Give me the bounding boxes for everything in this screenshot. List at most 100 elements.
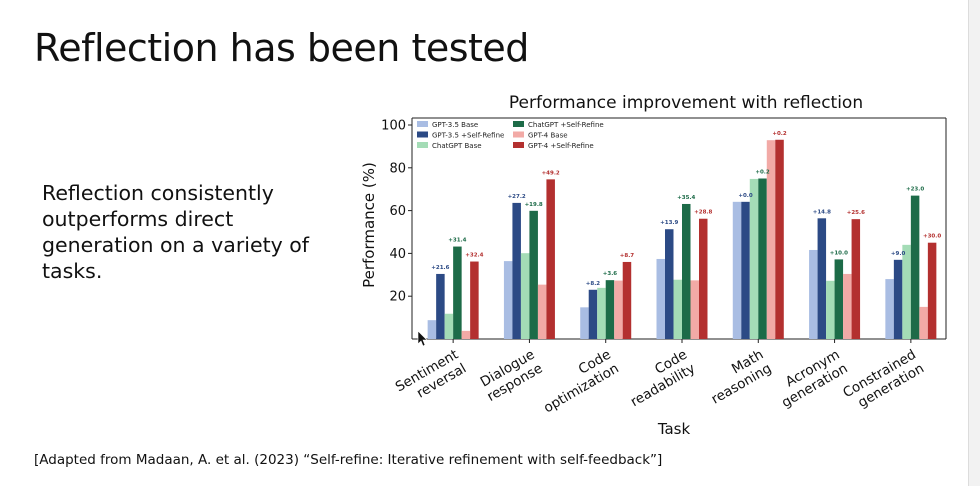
bar <box>529 210 538 339</box>
data-label: +10.0 <box>830 250 848 256</box>
bar <box>546 179 555 339</box>
legend-swatch <box>417 131 428 138</box>
bar <box>512 202 521 339</box>
bar <box>427 320 437 339</box>
data-label: +32.4 <box>465 253 483 259</box>
legend-swatch <box>417 142 428 148</box>
data-label: +9.0 <box>891 251 906 257</box>
legend-label: ChatGPT +Self-Refine <box>528 121 604 129</box>
data-label: +23.0 <box>906 187 924 193</box>
bar <box>732 201 742 339</box>
bar <box>758 178 767 339</box>
legend-label: ChatGPT Base <box>432 142 482 150</box>
legend: GPT-3.5 Base GPT-3.5 +Self-Refine ChatGPT … <box>417 121 604 150</box>
bar <box>520 253 530 339</box>
data-label: +25.6 <box>847 210 865 216</box>
bars <box>427 139 937 339</box>
legend-swatch <box>513 131 524 138</box>
bar <box>893 259 903 339</box>
data-label: +28.8 <box>694 210 712 216</box>
bar <box>453 246 462 339</box>
mouse-cursor-icon <box>417 330 428 347</box>
bar <box>699 218 708 339</box>
bar <box>682 203 691 339</box>
legend-label: GPT-3.5 Base <box>432 121 478 129</box>
data-label: +8.2 <box>586 281 601 287</box>
y-axis-label: Performance (%) <box>360 162 378 288</box>
data-labels: +21.6 +27.2 +8.2 +13.9 +0.0 +14.8 +9.0 +31.4 +19… <box>431 131 941 287</box>
legend-label: GPT-3.5 +Self-Refine <box>432 132 504 140</box>
data-label: +14.8 <box>813 209 831 215</box>
x-axis-label: Task <box>657 420 691 438</box>
y-tick-label: 40 <box>389 247 406 262</box>
y-tick-label: 60 <box>389 204 406 219</box>
bar <box>910 195 920 339</box>
bar <box>809 249 818 339</box>
bar <box>588 289 598 339</box>
bar <box>665 229 674 339</box>
slide-title: Reflection has been tested <box>34 26 529 70</box>
data-label: +13.9 <box>660 220 678 226</box>
bar <box>766 140 776 339</box>
data-label: +0.2 <box>755 170 770 176</box>
data-label: +49.2 <box>542 170 560 176</box>
data-label: +21.6 <box>431 265 449 271</box>
bar <box>775 139 784 339</box>
data-label: +19.8 <box>525 202 543 208</box>
bar <box>927 242 937 339</box>
bar <box>749 178 759 339</box>
legend-swatch <box>513 121 524 127</box>
bar <box>902 244 911 339</box>
bar <box>919 306 928 339</box>
bar <box>436 273 445 339</box>
bar <box>470 261 479 339</box>
data-label: +35.4 <box>677 195 695 201</box>
window-edge <box>968 0 980 486</box>
bar <box>843 273 852 339</box>
bar <box>885 279 894 339</box>
legend-swatch <box>417 121 428 127</box>
bar <box>597 287 606 339</box>
slide-body-text: Reflection consistently outperforms dire… <box>42 181 310 283</box>
bar <box>503 261 513 339</box>
data-label: +30.0 <box>923 234 941 240</box>
bar <box>605 280 615 339</box>
bar <box>537 284 547 339</box>
legend-label: GPT-4 +Self-Refine <box>528 142 594 150</box>
y-tick-label: 100 <box>381 119 406 134</box>
data-label: +0.0 <box>738 193 753 199</box>
bar <box>673 279 682 339</box>
bar <box>817 218 827 339</box>
chart-title: Performance improvement with reflection <box>509 93 863 113</box>
bar <box>834 259 844 339</box>
bar <box>622 261 632 339</box>
legend-swatch <box>513 142 524 148</box>
data-label: +8.7 <box>620 253 635 259</box>
bar <box>444 313 454 339</box>
data-label: +31.4 <box>448 238 466 244</box>
legend-label: GPT-4 Base <box>528 132 568 140</box>
y-tick-label: 20 <box>389 290 406 305</box>
bar <box>461 330 471 339</box>
citation: [Adapted from Madaan, A. et al. (2023) “… <box>34 452 663 468</box>
bar <box>656 258 665 339</box>
bar <box>580 307 589 339</box>
data-label: +27.2 <box>508 194 526 200</box>
data-label: +3.6 <box>603 271 618 277</box>
data-label: +0.2 <box>772 131 787 137</box>
bar <box>826 280 835 339</box>
bar <box>741 201 750 339</box>
bar <box>690 280 699 339</box>
y-tick-label: 80 <box>389 161 406 176</box>
bar <box>614 280 623 339</box>
bar <box>851 219 861 339</box>
